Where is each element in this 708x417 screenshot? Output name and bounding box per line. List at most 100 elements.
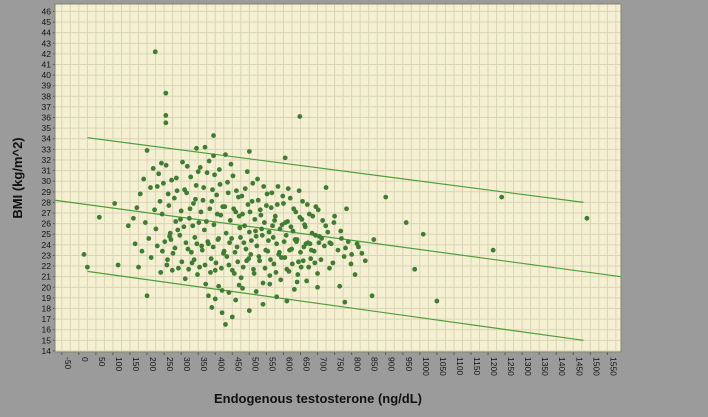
data-point [146,236,152,241]
data-point [309,247,314,253]
data-point [316,240,322,246]
data-point [165,257,170,263]
data-point [202,144,208,150]
data-point [259,226,265,232]
data-point [228,161,234,167]
data-point [319,236,325,241]
data-point [223,322,228,327]
data-point [257,258,262,264]
data-point [240,285,245,291]
data-point [210,187,215,193]
data-point [383,194,389,200]
data-point [242,223,247,229]
data-point [209,198,215,204]
data-point [197,164,203,170]
data-point [279,255,284,260]
data-point [211,153,216,159]
data-point [178,208,184,214]
data-point [173,219,179,224]
data-point [371,237,377,242]
data-point [144,148,150,153]
data-point [233,297,239,303]
data-point [287,195,293,201]
data-point [296,259,301,265]
data-point [193,183,199,188]
data-point [179,259,185,265]
data-point [224,254,230,259]
y-tick-label: 31 [42,166,52,176]
y-tick-label: 42 [42,49,52,59]
data-point [152,207,157,213]
data-point [244,169,250,175]
data-point [273,270,279,275]
data-point [216,236,222,241]
data-point [142,220,148,225]
data-point [277,226,283,232]
x-tick-label: 0 [80,357,90,362]
data-point [246,256,252,262]
data-point [253,233,259,239]
data-point [249,198,255,204]
y-tick-label: 44 [42,28,52,38]
data-point [205,239,211,245]
x-tick-label: 300 [182,357,192,371]
data-point [195,169,201,175]
data-point [283,232,289,238]
x-tick-label: 400 [216,357,226,371]
y-tick-label: 26 [42,219,52,229]
x-axis-title: Endogenous testosterone (ng/dL) [214,391,422,406]
data-point [201,227,207,233]
data-point [323,185,329,190]
data-point [490,247,496,253]
data-point [287,247,292,253]
data-point [262,265,268,271]
data-point [226,262,232,268]
data-point [157,198,163,204]
data-point [225,190,231,196]
y-tick-label: 38 [42,91,52,101]
data-point [207,206,213,212]
data-point [174,188,180,194]
data-point [209,305,215,310]
trend-line [87,137,584,203]
data-point [268,205,274,211]
data-point [246,149,252,154]
data-point [232,249,238,255]
data-point [204,170,210,176]
x-tick-label: -50 [63,357,73,370]
data-point [144,293,150,299]
data-point [188,249,194,255]
data-point [275,184,281,189]
data-point [198,209,204,215]
data-point [184,163,190,169]
data-point [203,281,209,287]
data-point [302,222,307,228]
data-point [242,186,248,192]
data-point [281,239,287,245]
x-tick-label: 1050 [438,357,448,376]
data-point [318,257,324,263]
data-point [178,216,183,222]
data-point [239,193,245,199]
x-tick-label: 1550 [608,357,618,376]
data-point [263,203,269,208]
data-point [270,235,276,240]
data-point [313,232,318,238]
data-point [218,265,224,271]
y-tick-label: 23 [42,250,52,260]
data-point [162,239,168,245]
trend-line [54,199,622,278]
data-point [152,49,158,55]
data-point [300,258,306,264]
data-point [160,248,165,254]
data-point [269,190,275,196]
data-point [213,260,219,266]
data-point [272,218,277,223]
x-tick-label: 650 [301,357,311,371]
y-tick-label: 25 [42,229,52,239]
data-point [225,179,230,185]
data-point [212,267,218,273]
data-point [331,220,337,225]
data-point [165,191,171,197]
data-point [298,264,304,270]
